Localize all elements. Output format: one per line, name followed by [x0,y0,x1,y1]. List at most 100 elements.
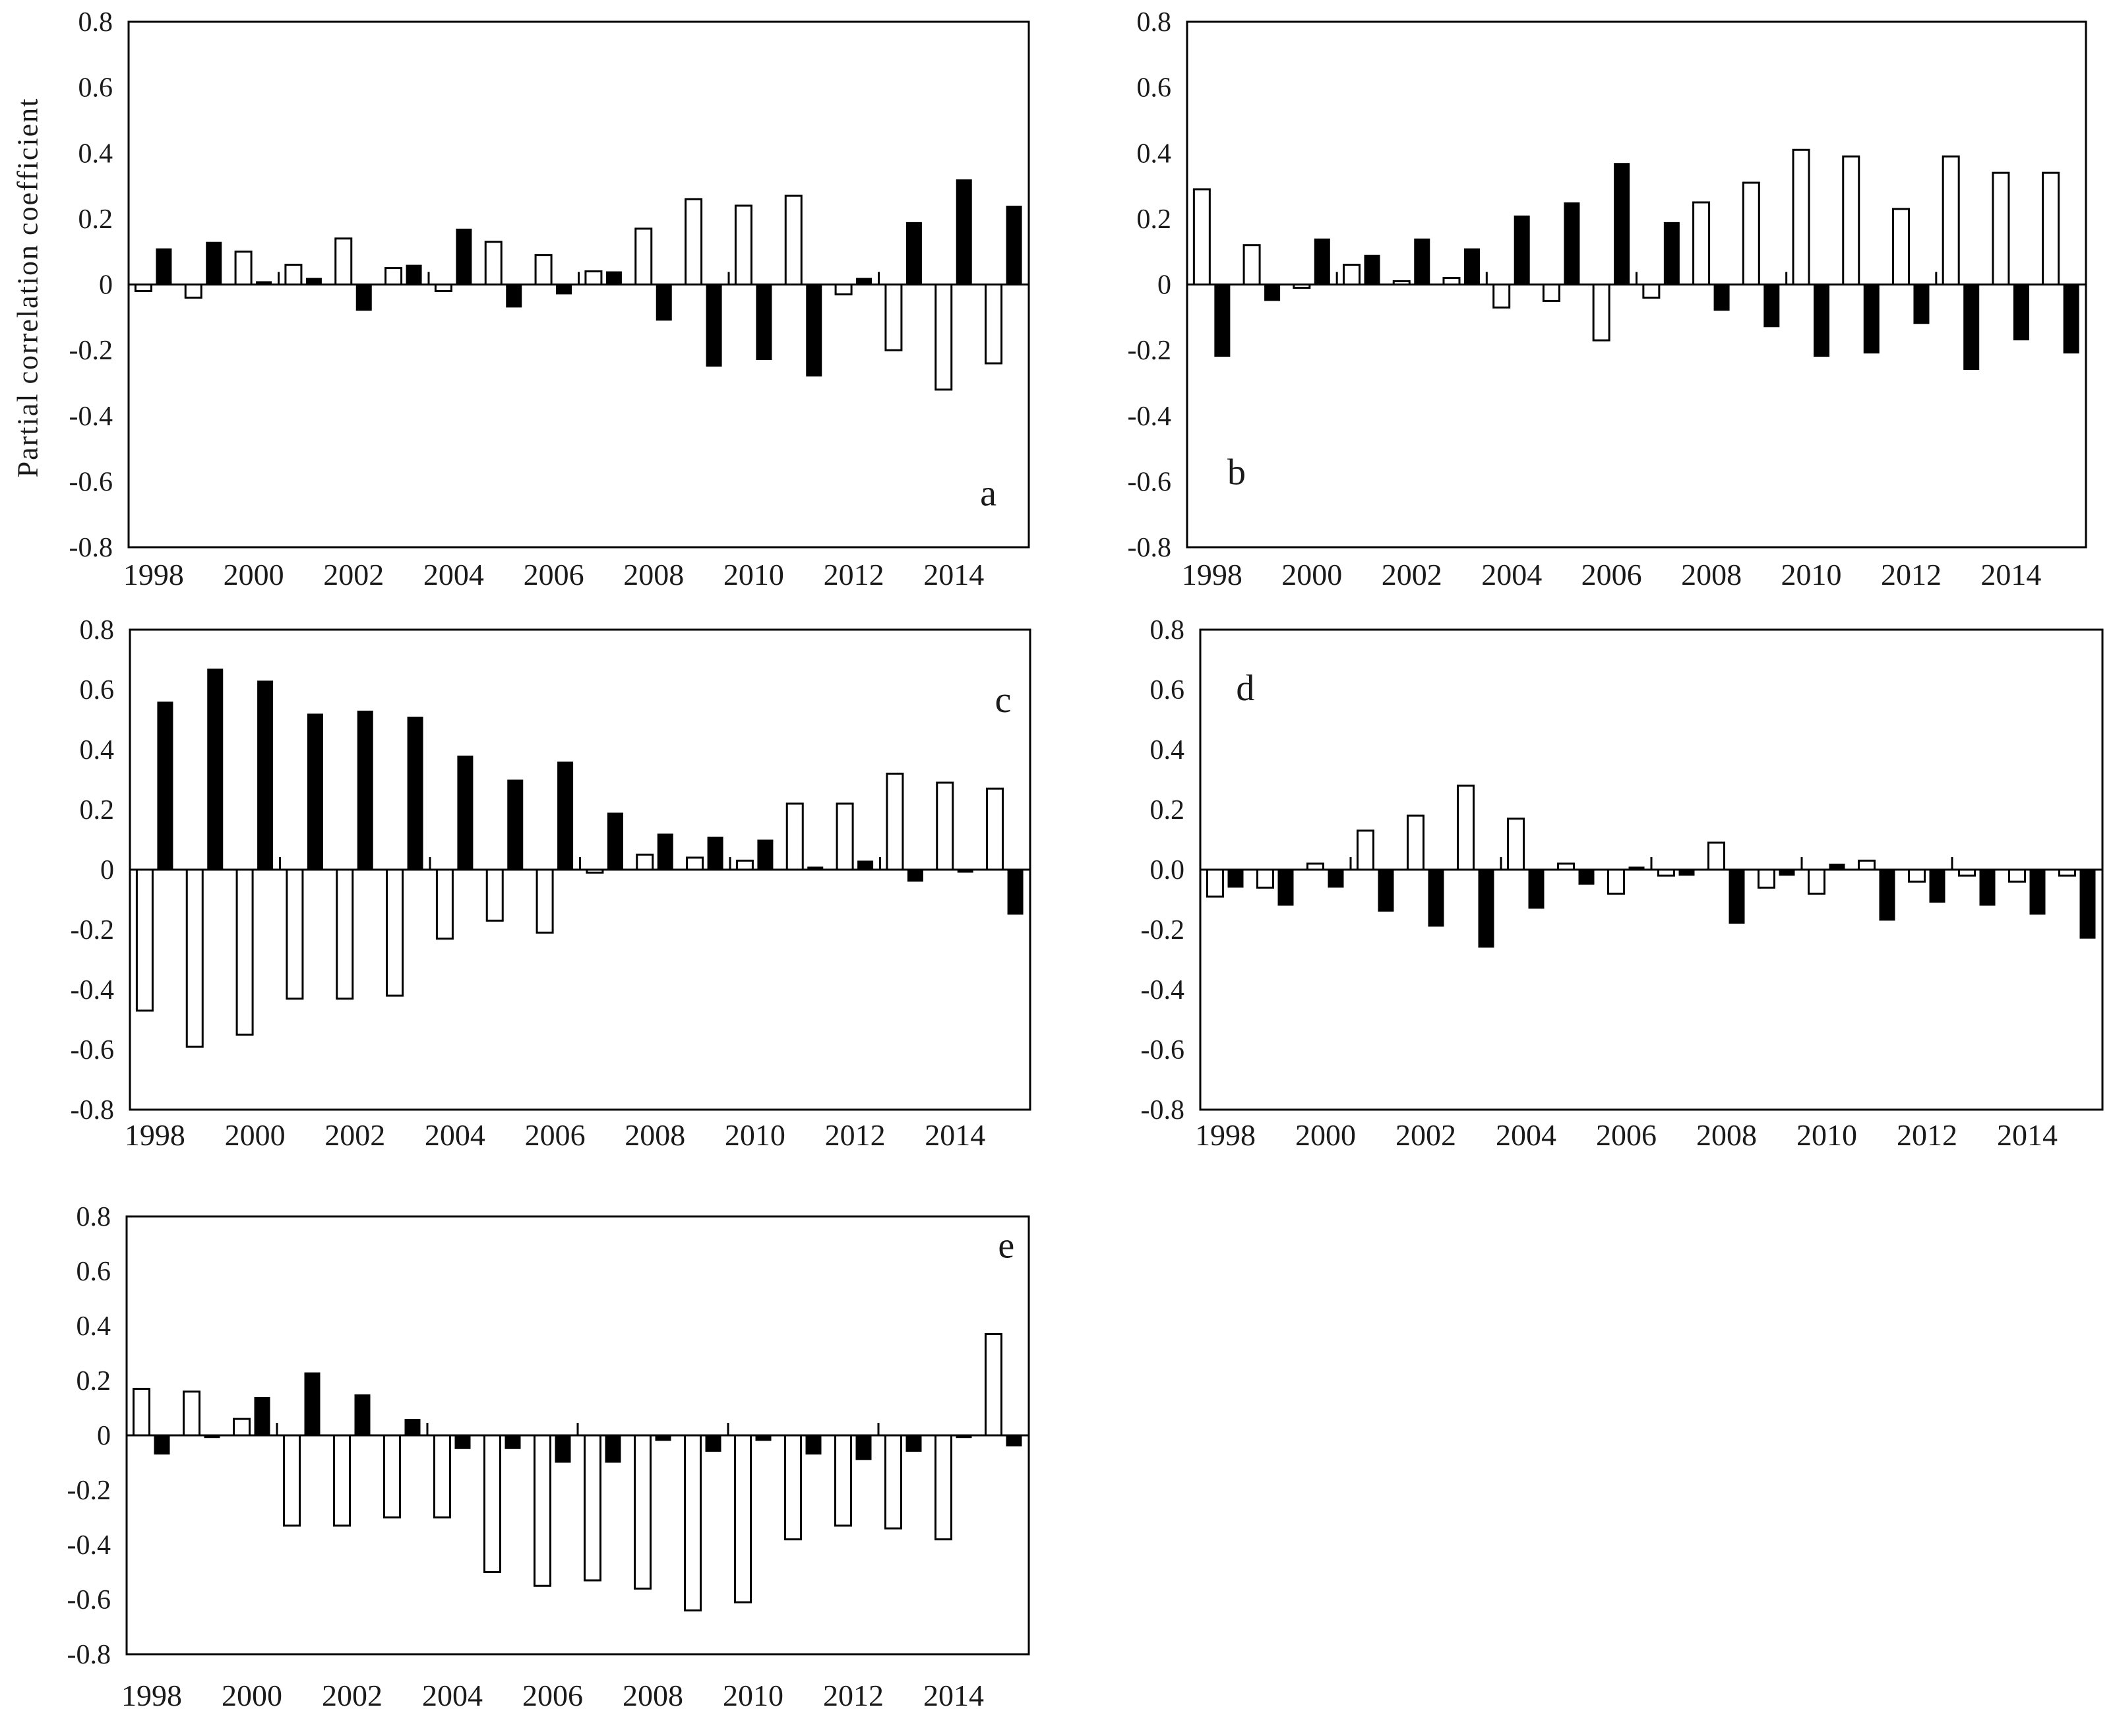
bar-open-bars-a-2013 [884,284,903,351]
bar-open-bars-c-2015 [986,787,1004,871]
y-tick-label: -0.6 [69,467,113,497]
x-tick-label: 1998 [1195,1118,1256,1152]
y-tick-label: 0.8 [80,615,115,645]
y-tick-label: -0.8 [1141,1095,1185,1125]
bar-filled-bars-d-2015 [2079,870,2096,939]
y-tick-label: 0.4 [78,138,113,169]
bar-filled-bars-a-2009 [706,284,722,367]
bar-open-bars-c-2010 [735,859,754,871]
bar-filled-bars-c-2011 [807,866,824,870]
y-tick-label: 0.2 [77,1366,111,1396]
bar-filled-bars-a-1998 [156,248,172,285]
y-tick-label: -0.4 [71,975,115,1005]
bar-open-bars-e-2009 [684,1434,702,1612]
bar-filled-bars-c-2001 [307,713,323,870]
x-tick-label: 2014 [1997,1118,2058,1152]
bar-open-bars-d-2012 [1908,868,1926,883]
x-tick-label: 2000 [222,1679,282,1712]
y-tick-label: 0.2 [1150,795,1185,825]
bar-open-bars-a-2014 [934,284,953,391]
bar-open-bars-e-2008 [634,1434,652,1590]
x-tick-label: 2006 [1596,1118,1657,1152]
x-tick-label: 2008 [1681,558,1742,591]
bar-filled-bars-d-2008 [1729,870,1745,924]
bar-filled-bars-e-2010 [755,1435,772,1441]
bar-filled-bars-e-2009 [705,1435,721,1452]
bar-open-bars-d-2006 [1607,868,1625,895]
y-tick-label: 0 [97,1421,111,1451]
bar-filled-bars-c-2008 [657,833,673,870]
bar-open-bars-b-2006 [1592,284,1610,342]
bar-filled-bars-b-1999 [1264,284,1281,301]
bar-filled-bars-d-2009 [1779,870,1795,876]
bar-open-bars-e-2006 [534,1434,551,1587]
bar-filled-bars-a-2005 [506,284,522,308]
bar-filled-bars-e-1999 [204,1435,220,1439]
bar-filled-bars-b-2003 [1463,248,1480,285]
y-tick-label: -0.4 [1141,975,1185,1005]
bar-filled-bars-c-2002 [357,710,373,870]
y-tick-label: 0.6 [1150,675,1185,705]
x-tick-label: 2012 [1897,1118,1957,1152]
y-tick-label: -0.4 [67,1530,111,1561]
bar-open-bars-e-2014 [934,1434,952,1541]
panel-d-chart: 0.8 0.6 0.4 0.2 0.0 -0.2 -0.4 -0.6 -0.8 1998 2000 2… [1141,615,2104,1152]
x-tick-label: 1998 [121,1679,182,1712]
y-tick-label: 0 [99,270,113,301]
bar-open-bars-c-2005 [485,868,504,922]
bar-filled-bars-e-2014 [956,1435,972,1439]
bar-open-bars-e-2003 [383,1434,401,1518]
bar-filled-bars-d-2001 [1378,870,1394,912]
bar-filled-bars-c-2013 [907,870,923,882]
bar-open-bars-d-2015 [2058,868,2076,877]
panel-e-chart: 0.8 0.6 0.4 0.2 0 -0.2 -0.4 -0.6 -0.8 1998 2000 200… [67,1202,1030,1712]
bar-filled-bars-a-2008 [656,284,672,321]
bar-filled-bars-e-2001 [304,1372,321,1435]
bar-filled-bars-c-2012 [857,860,874,870]
panel-letter: a [980,473,996,514]
x-tick-label: 2002 [1382,558,1442,591]
y-tick-label: -0.8 [67,1640,111,1670]
x-tick-label: 2014 [925,1118,985,1152]
y-tick-label: 0.8 [77,1202,111,1232]
y-tick-label: 0 [1157,270,1171,301]
y-tick-label: -0.2 [71,915,115,945]
bar-filled-bars-e-2002 [354,1394,371,1435]
y-tick-label: 0.8 [1137,7,1172,38]
bar-open-bars-e-2002 [333,1434,351,1527]
bar-filled-bars-a-2003 [406,264,422,285]
y-tick-label: 0.8 [78,7,113,38]
x-tick-label: 2014 [923,558,984,591]
bar-open-bars-b-2010 [1792,148,1810,285]
y-tick-label: 0.2 [78,204,113,235]
bar-filled-bars-a-2000 [256,281,272,285]
y-tick-label: 0.4 [80,735,115,765]
x-tick-label: 1998 [1182,558,1242,591]
bar-open-bars-c-2003 [386,868,404,997]
x-tick-label: 2004 [1496,1118,1556,1152]
bar-open-bars-e-2001 [283,1434,301,1527]
bar-filled-bars-c-2005 [507,779,524,870]
bar-filled-bars-b-2015 [2063,284,2079,354]
y-tick-label: -0.6 [71,1035,115,1065]
x-tick-label: 2004 [422,1679,483,1712]
y-tick-label: 0.6 [80,675,115,705]
x-tick-label: 2014 [923,1679,984,1712]
bar-open-bars-a-2015 [985,284,1003,365]
x-tick-label: 2010 [723,558,784,591]
bar-filled-bars-c-2003 [407,716,423,870]
bar-open-bars-d-2007 [1657,868,1675,877]
bar-filled-bars-c-1999 [207,669,224,870]
panel-b-chart: 0.8 0.6 0.4 0.2 0 -0.2 -0.4 -0.6 -0.8 1998 2000 200… [1128,7,2087,591]
x-tick-label: 2006 [524,558,584,591]
panel-letter: b [1227,452,1246,493]
bar-open-bars-a-2009 [685,198,703,285]
bar-open-bars-a-2007 [584,270,603,286]
bar-open-bars-b-1999 [1242,244,1261,286]
bar-filled-bars-a-2014 [956,179,972,285]
bar-open-bars-b-2005 [1542,284,1560,302]
bar-open-bars-d-2013 [1958,868,1976,877]
bar-filled-bars-e-2008 [655,1435,671,1441]
bar-open-bars-b-2000 [1293,284,1311,289]
